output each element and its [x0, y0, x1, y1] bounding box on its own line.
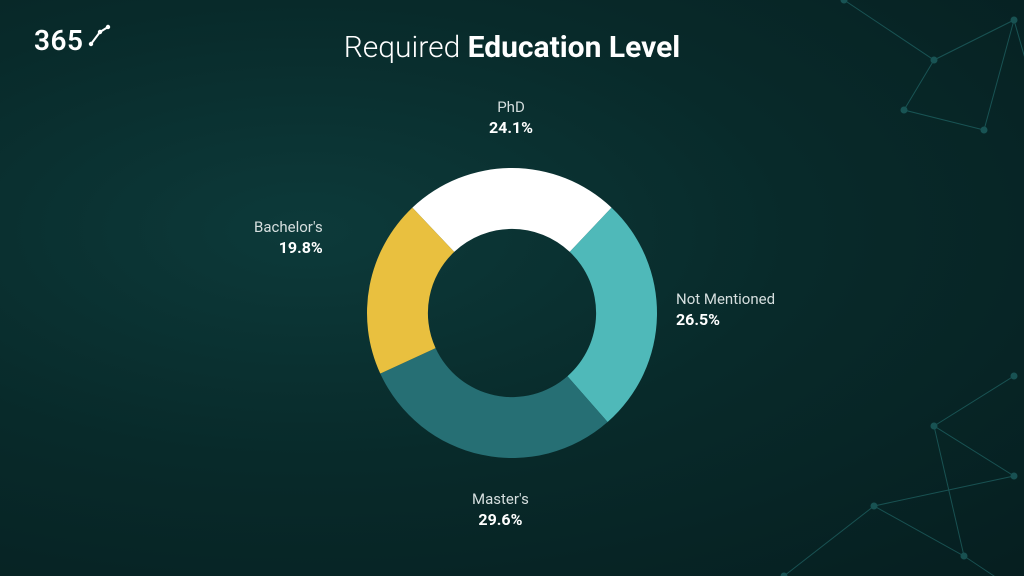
slice-pct: 29.6%	[472, 509, 529, 531]
slice-label-masters: Master's 29.6%	[472, 489, 529, 531]
slice-pct: 19.8%	[254, 237, 323, 259]
slice-label-bachelors: Bachelor's 19.8%	[254, 217, 323, 259]
slice-name: PhD	[497, 98, 525, 116]
slice-label-phd: PhD 24.1%	[489, 97, 533, 139]
slice-pct: 26.5%	[676, 309, 775, 331]
title-emphasis: Education Level	[468, 30, 681, 65]
donut-slice-masters	[380, 348, 607, 458]
decoration-network-top-right	[814, 0, 1024, 250]
slice-name: Master's	[472, 490, 529, 508]
title-prefix: Required	[344, 30, 468, 65]
education-donut-chart: PhD 24.1% Not Mentioned 26.5% Master's 2…	[212, 91, 812, 531]
slice-name: Bachelor's	[254, 218, 323, 236]
slice-pct: 24.1%	[489, 117, 533, 139]
slice-name: Not Mentioned	[676, 290, 775, 308]
slice-label-not-mentioned: Not Mentioned 26.5%	[676, 289, 775, 331]
decoration-network-bottom-right	[764, 336, 1024, 576]
